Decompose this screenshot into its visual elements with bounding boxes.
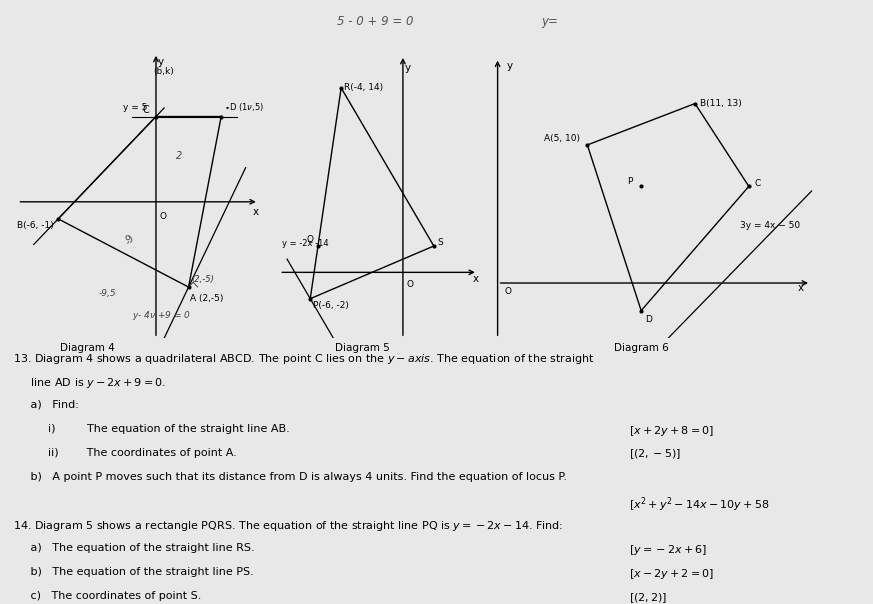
Text: $[x+2y+8=0]$: $[x+2y+8=0]$ <box>629 424 714 438</box>
Text: D: D <box>645 315 651 324</box>
Text: O: O <box>406 280 413 289</box>
Text: 13. Diagram 4 shows a quadrilateral ABCD. The point C lies on the $y-axis$. The : 13. Diagram 4 shows a quadrilateral ABCD… <box>13 352 595 366</box>
Text: x: x <box>252 207 258 217</box>
Text: line AD is $y-2x+9=0$.: line AD is $y-2x+9=0$. <box>13 376 166 390</box>
Text: 14. Diagram 5 shows a rectangle PQRS. The equation of the straight line PQ is $y: 14. Diagram 5 shows a rectangle PQRS. Th… <box>13 519 563 533</box>
Text: y: y <box>506 62 512 71</box>
Text: $[x^2+y^2-14x-10y+58$: $[x^2+y^2-14x-10y+58$ <box>629 495 769 514</box>
Text: (b,k): (b,k) <box>154 67 175 76</box>
Text: y = 5: y = 5 <box>123 103 148 112</box>
Text: a)   Find:: a) Find: <box>13 400 79 410</box>
Text: 5 - 0 + 9 = 0: 5 - 0 + 9 = 0 <box>337 15 414 28</box>
Text: y = -2x -14: y = -2x -14 <box>283 239 329 248</box>
Text: P(-6, -2): P(-6, -2) <box>313 301 349 310</box>
Text: P: P <box>627 176 632 185</box>
Text: 2: 2 <box>175 151 182 161</box>
Text: -9,5: -9,5 <box>99 289 117 298</box>
Text: -9: -9 <box>123 233 137 246</box>
Text: 3y = 4x − 50: 3y = 4x − 50 <box>740 221 800 230</box>
Text: C: C <box>142 105 149 115</box>
Text: $[(2,-5)]$: $[(2,-5)]$ <box>629 448 681 461</box>
Text: $[y=-2x+6]$: $[y=-2x+6]$ <box>629 543 707 557</box>
Text: O: O <box>159 212 166 221</box>
Text: $[(2,2)]$: $[(2,2)]$ <box>629 591 667 604</box>
Text: B(-6, -1): B(-6, -1) <box>17 220 53 230</box>
Text: y=: y= <box>541 15 558 28</box>
Text: i)         The equation of the straight line AB.: i) The equation of the straight line AB. <box>13 424 290 434</box>
Text: Diagram 4: Diagram 4 <box>60 343 114 353</box>
Text: Q: Q <box>306 235 313 244</box>
Text: A(5, 10): A(5, 10) <box>544 134 581 143</box>
Text: a)   The equation of the straight line RS.: a) The equation of the straight line RS. <box>13 543 255 553</box>
Text: c)   The coordinates of point S.: c) The coordinates of point S. <box>13 591 202 601</box>
Text: $\bullet$D (1$\nu$,5): $\bullet$D (1$\nu$,5) <box>224 101 265 113</box>
Text: b)   The equation of the straight line PS.: b) The equation of the straight line PS. <box>13 567 254 577</box>
Text: y: y <box>404 63 410 74</box>
Text: ii)        The coordinates of point A.: ii) The coordinates of point A. <box>13 448 237 458</box>
Text: O: O <box>505 287 512 296</box>
Text: y- 4$\nu$ +9 = 0: y- 4$\nu$ +9 = 0 <box>132 309 190 322</box>
Text: C: C <box>754 179 760 188</box>
Text: $[x-2y+2=0]$: $[x-2y+2=0]$ <box>629 567 714 581</box>
Text: b)   A point P moves such that its distance from D is always 4 units. Find the e: b) A point P moves such that its distanc… <box>13 472 567 481</box>
Text: A (2,-5): A (2,-5) <box>190 294 223 303</box>
Text: R(-4, 14): R(-4, 14) <box>344 83 383 92</box>
Text: x: x <box>798 283 804 294</box>
Text: S: S <box>436 238 443 246</box>
Text: B(11, 13): B(11, 13) <box>700 99 742 108</box>
Text: (2,-5): (2,-5) <box>191 275 214 284</box>
Text: Diagram 6: Diagram 6 <box>615 343 669 353</box>
Text: y: y <box>158 57 164 67</box>
Text: Diagram 5: Diagram 5 <box>335 343 389 353</box>
Text: x: x <box>472 274 478 284</box>
